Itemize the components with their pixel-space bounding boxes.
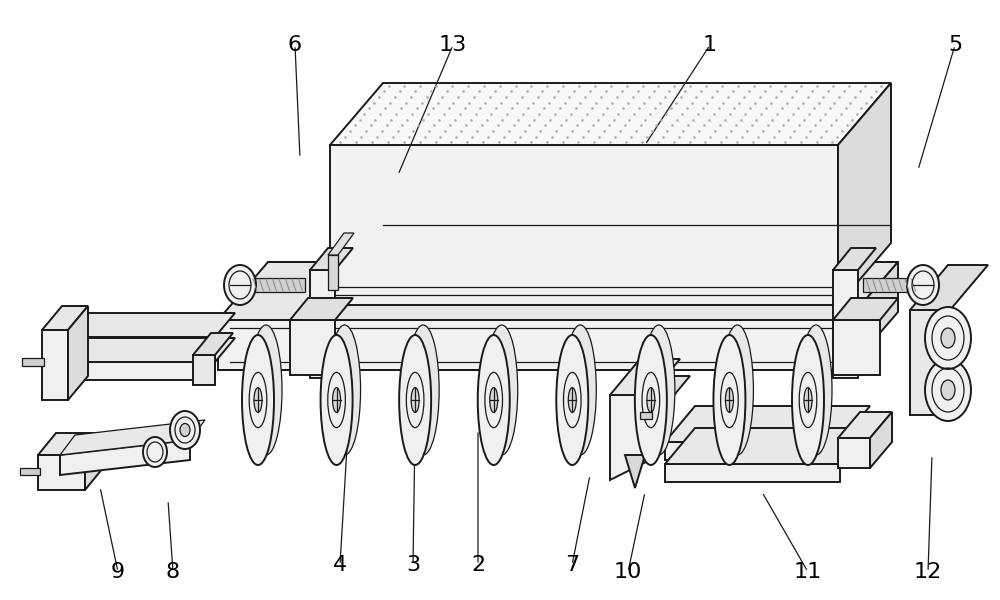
Polygon shape bbox=[310, 248, 353, 270]
Text: 2: 2 bbox=[471, 555, 485, 575]
Bar bbox=[20, 468, 40, 475]
Ellipse shape bbox=[490, 388, 498, 412]
Polygon shape bbox=[838, 83, 891, 305]
Text: 8: 8 bbox=[166, 562, 180, 582]
Polygon shape bbox=[665, 406, 870, 442]
Polygon shape bbox=[55, 362, 215, 380]
Polygon shape bbox=[610, 359, 680, 395]
Ellipse shape bbox=[721, 325, 753, 455]
Ellipse shape bbox=[486, 325, 518, 455]
Ellipse shape bbox=[568, 388, 576, 412]
Ellipse shape bbox=[643, 325, 675, 455]
Polygon shape bbox=[218, 262, 898, 320]
Polygon shape bbox=[218, 320, 848, 370]
Ellipse shape bbox=[399, 335, 431, 465]
Ellipse shape bbox=[800, 325, 832, 455]
Text: 7: 7 bbox=[565, 555, 579, 575]
Polygon shape bbox=[838, 412, 892, 438]
Polygon shape bbox=[38, 455, 85, 490]
Ellipse shape bbox=[224, 265, 256, 305]
Polygon shape bbox=[645, 376, 690, 400]
Text: 1: 1 bbox=[703, 35, 717, 55]
Ellipse shape bbox=[941, 328, 955, 348]
Bar bbox=[22, 358, 44, 366]
Text: 12: 12 bbox=[914, 562, 942, 582]
Polygon shape bbox=[42, 330, 68, 400]
Polygon shape bbox=[310, 270, 335, 378]
Polygon shape bbox=[328, 233, 354, 255]
Ellipse shape bbox=[254, 388, 262, 412]
Polygon shape bbox=[665, 442, 840, 460]
Polygon shape bbox=[55, 313, 235, 337]
Polygon shape bbox=[193, 333, 233, 355]
Polygon shape bbox=[665, 428, 870, 464]
Ellipse shape bbox=[242, 335, 274, 465]
Polygon shape bbox=[55, 337, 215, 355]
Polygon shape bbox=[833, 320, 880, 375]
Polygon shape bbox=[85, 433, 103, 490]
Polygon shape bbox=[833, 248, 876, 270]
Bar bbox=[328, 255, 338, 290]
Polygon shape bbox=[910, 310, 950, 415]
Text: 9: 9 bbox=[111, 562, 125, 582]
Polygon shape bbox=[665, 464, 840, 482]
Ellipse shape bbox=[180, 424, 190, 437]
Polygon shape bbox=[55, 338, 235, 362]
Ellipse shape bbox=[635, 335, 667, 465]
Ellipse shape bbox=[329, 325, 361, 455]
Polygon shape bbox=[193, 355, 215, 385]
Bar bbox=[250, 278, 305, 292]
Ellipse shape bbox=[556, 335, 588, 465]
Polygon shape bbox=[38, 433, 103, 455]
Polygon shape bbox=[910, 265, 988, 310]
Ellipse shape bbox=[907, 265, 939, 305]
Ellipse shape bbox=[647, 388, 655, 412]
Polygon shape bbox=[68, 306, 88, 400]
Ellipse shape bbox=[321, 335, 353, 465]
Ellipse shape bbox=[564, 325, 596, 455]
Text: 3: 3 bbox=[406, 555, 420, 575]
Polygon shape bbox=[870, 412, 892, 468]
Ellipse shape bbox=[925, 359, 971, 421]
Polygon shape bbox=[833, 270, 858, 378]
Polygon shape bbox=[848, 262, 898, 370]
Text: 13: 13 bbox=[439, 35, 467, 55]
Ellipse shape bbox=[143, 437, 167, 467]
Ellipse shape bbox=[925, 307, 971, 369]
Ellipse shape bbox=[941, 380, 955, 400]
Text: 6: 6 bbox=[288, 35, 302, 55]
Ellipse shape bbox=[713, 335, 745, 465]
Polygon shape bbox=[290, 298, 353, 320]
Ellipse shape bbox=[250, 325, 282, 455]
Polygon shape bbox=[833, 298, 898, 320]
Text: 5: 5 bbox=[948, 35, 962, 55]
Polygon shape bbox=[330, 83, 891, 145]
Ellipse shape bbox=[333, 388, 341, 412]
Text: 10: 10 bbox=[614, 562, 642, 582]
Polygon shape bbox=[60, 420, 205, 455]
Polygon shape bbox=[290, 320, 335, 375]
Ellipse shape bbox=[407, 325, 439, 455]
Polygon shape bbox=[42, 306, 88, 330]
Polygon shape bbox=[60, 440, 190, 475]
Polygon shape bbox=[610, 395, 650, 480]
Text: 4: 4 bbox=[333, 555, 347, 575]
Ellipse shape bbox=[804, 388, 812, 412]
Ellipse shape bbox=[170, 411, 200, 449]
Polygon shape bbox=[330, 145, 838, 305]
Bar bbox=[640, 412, 652, 419]
Ellipse shape bbox=[411, 388, 419, 412]
Ellipse shape bbox=[792, 335, 824, 465]
Polygon shape bbox=[838, 438, 870, 468]
Polygon shape bbox=[625, 455, 645, 488]
Ellipse shape bbox=[725, 388, 733, 412]
Polygon shape bbox=[645, 400, 670, 430]
Bar bbox=[863, 278, 918, 292]
Ellipse shape bbox=[478, 335, 510, 465]
Text: 11: 11 bbox=[794, 562, 822, 582]
